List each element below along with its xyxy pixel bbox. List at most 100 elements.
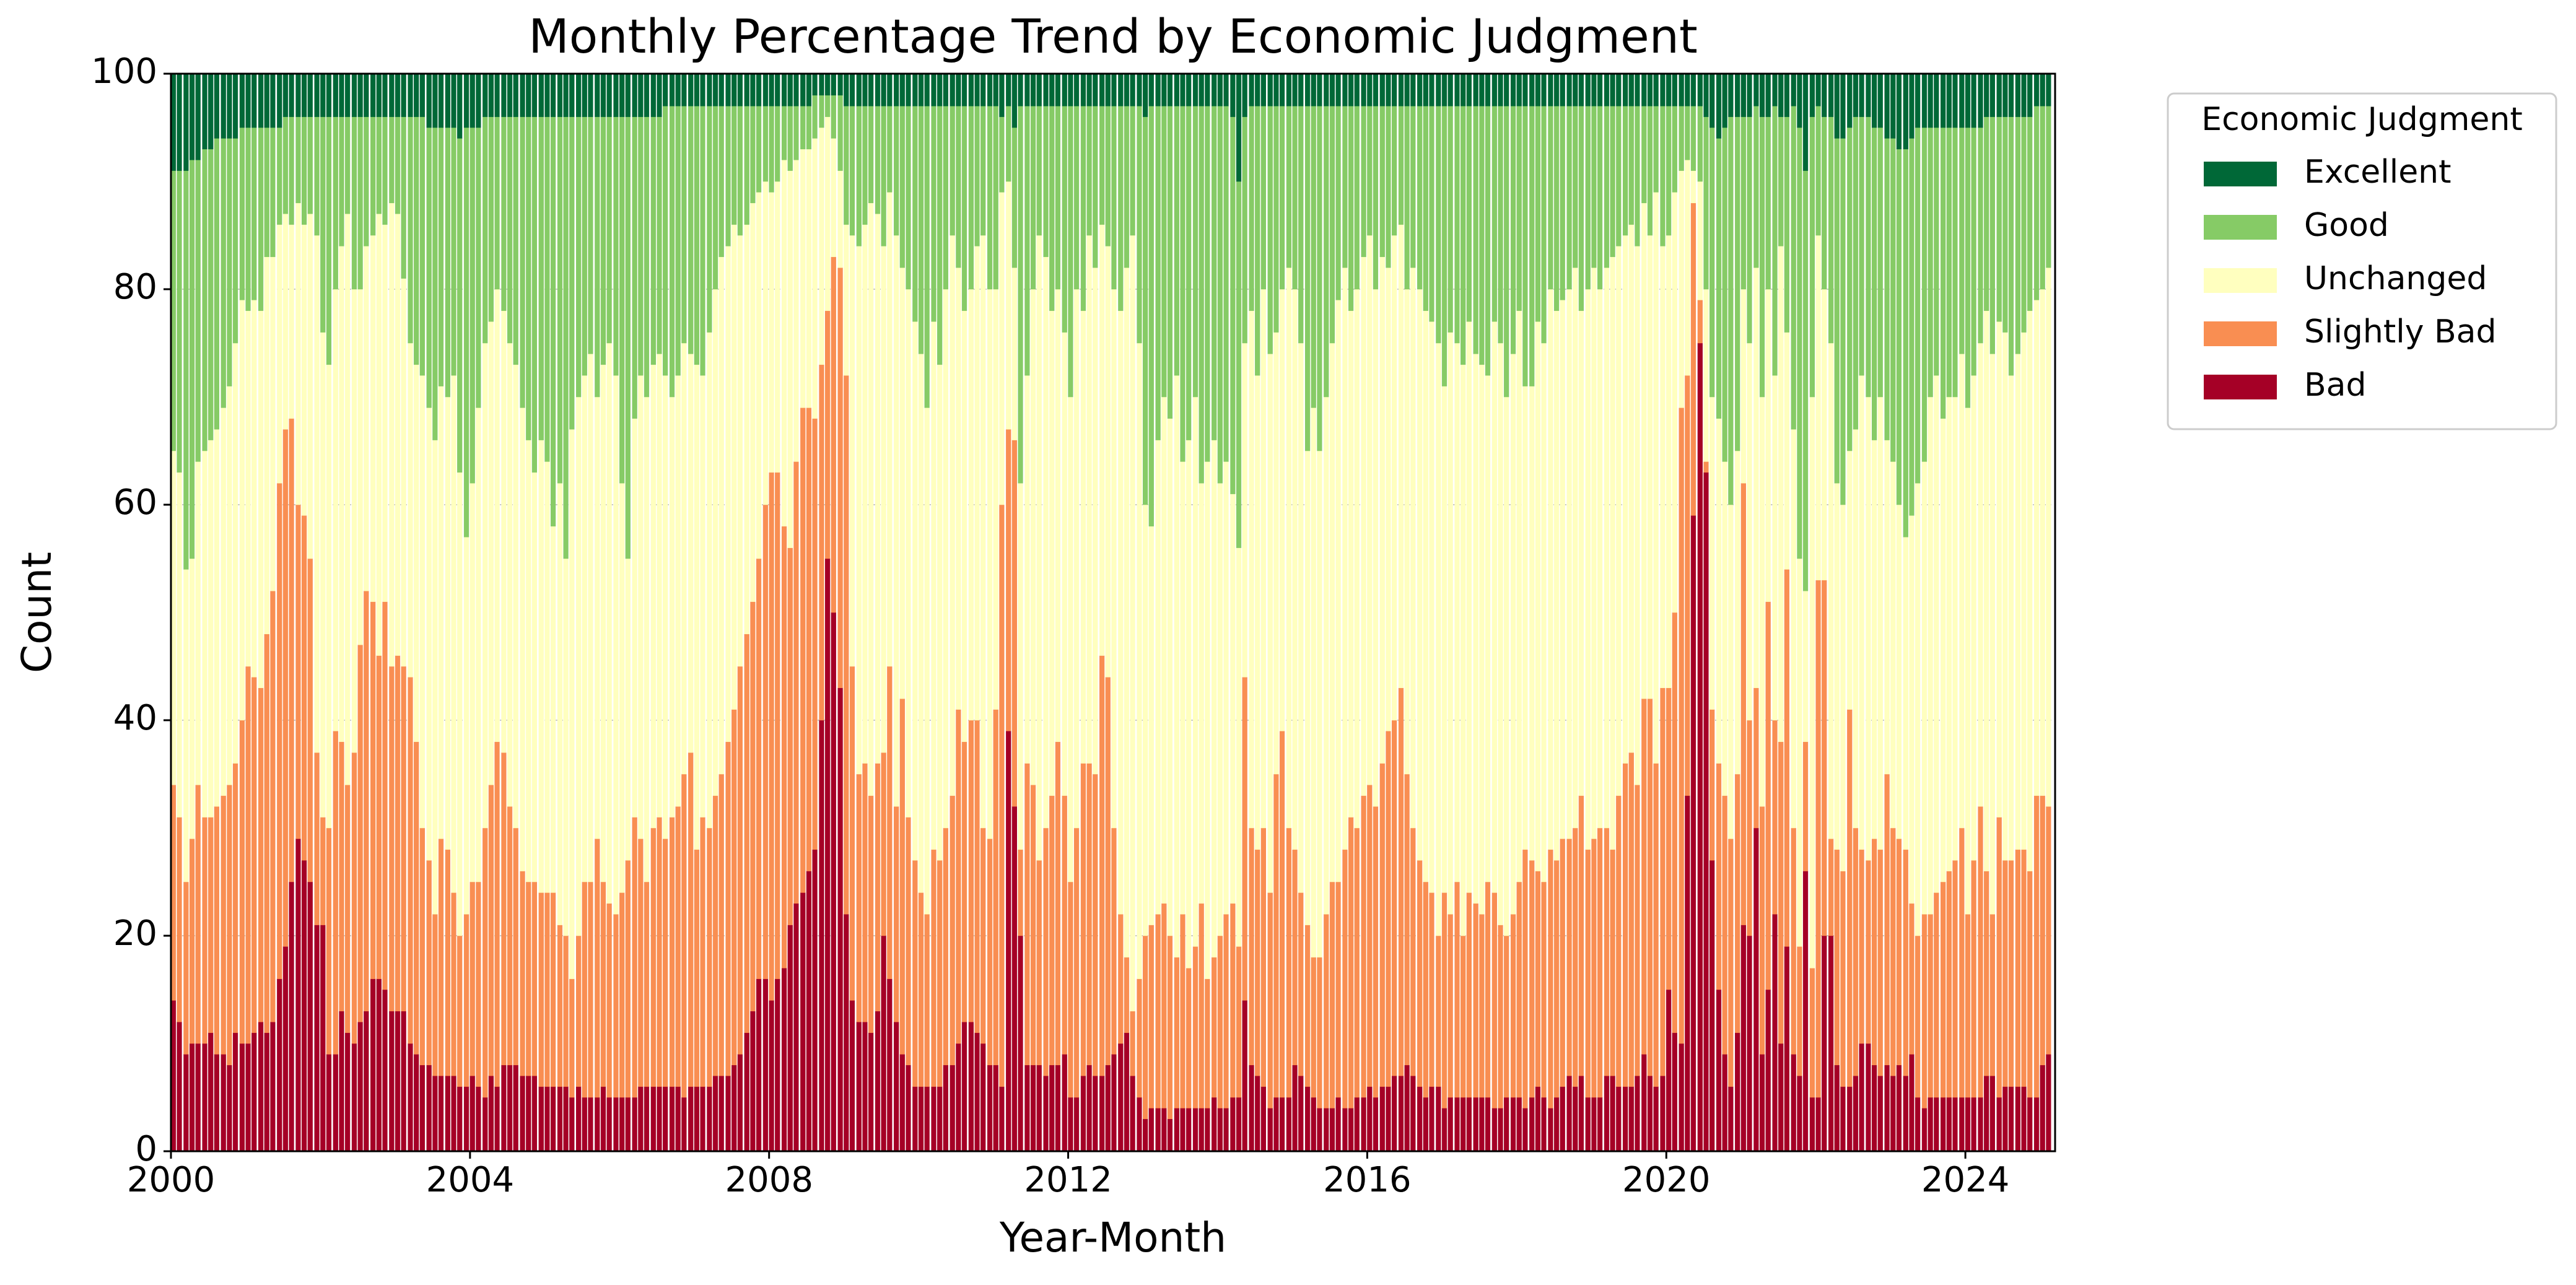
bar-segment: [239, 1043, 245, 1152]
bar-segment: [531, 881, 538, 1076]
bar-segment: [376, 213, 382, 656]
bar-segment: [707, 105, 712, 333]
bar-segment: [1491, 892, 1497, 1109]
bar-segment: [1516, 73, 1522, 107]
bar-segment: [482, 827, 488, 1098]
bar-segment: [1361, 73, 1366, 107]
bar-segment: [1073, 289, 1080, 829]
bar-segment: [364, 590, 369, 1012]
bar-segment: [1080, 1075, 1086, 1152]
bar-segment: [1498, 925, 1503, 1109]
bar-segment: [1354, 827, 1360, 1098]
bar-segment: [1379, 1086, 1385, 1152]
bar-segment: [793, 461, 799, 904]
bar-segment: [1030, 289, 1036, 785]
bar-segment: [1834, 482, 1840, 850]
bar-segment: [370, 116, 376, 236]
bar-segment: [1404, 1065, 1410, 1152]
bar-segment: [1553, 310, 1560, 861]
bar-segment: [314, 116, 320, 236]
bar-segment: [1791, 827, 1796, 1055]
bar-segment: [1928, 396, 1933, 915]
bar-segment: [333, 116, 338, 290]
bar-segment: [831, 138, 836, 258]
bar-segment: [1111, 105, 1117, 290]
bar-segment: [1130, 1011, 1135, 1076]
bar-segment: [956, 267, 961, 710]
bar-segment: [775, 105, 780, 182]
bar-segment: [825, 558, 831, 1152]
bar-segment: [451, 892, 456, 1076]
bar-segment: [1410, 105, 1416, 268]
bar-segment: [750, 203, 756, 602]
bar-segment: [1903, 1075, 1908, 1152]
bar-segment: [1485, 881, 1491, 1098]
bar-segment: [681, 105, 687, 344]
bar-segment: [1628, 224, 1634, 753]
bar-segment: [1952, 127, 1958, 398]
bar-segment: [756, 978, 762, 1152]
bar-segment: [1367, 105, 1373, 236]
bar-segment: [1522, 105, 1528, 386]
bar-segment: [295, 116, 301, 204]
bar-segment: [1354, 105, 1360, 290]
bar-segment: [2040, 795, 2045, 1066]
bar-segment: [1155, 440, 1161, 915]
bar-segment: [1124, 105, 1130, 268]
bar-segment: [1653, 105, 1659, 193]
bar-segment: [1890, 1075, 1896, 1152]
bar-segment: [1815, 580, 1821, 1098]
bar-segment: [894, 235, 899, 807]
bar-segment: [762, 105, 769, 182]
bar-segment: [968, 105, 974, 290]
bar-segment: [1491, 73, 1497, 107]
bar-segment: [2008, 73, 2014, 117]
bar-segment: [1853, 73, 1859, 117]
bar-segment: [401, 666, 406, 1012]
bar-segment: [1840, 504, 1846, 871]
bar-segment: [675, 806, 681, 1087]
bar-segment: [1791, 105, 1796, 430]
bar-segment: [1604, 1075, 1610, 1152]
bar-segment: [1080, 763, 1086, 1076]
bar-segment: [600, 116, 606, 365]
bar-segment: [849, 1000, 855, 1152]
bar-segment: [1946, 871, 1952, 1098]
bar-segment: [1324, 396, 1329, 915]
bar-segment: [2040, 73, 2045, 107]
bar-segment: [619, 482, 625, 893]
bar-segment: [1679, 407, 1684, 1044]
bar-segment: [370, 235, 376, 602]
bar-segment: [625, 1097, 631, 1152]
bar-segment: [950, 235, 955, 796]
bar-segment: [1778, 741, 1784, 1044]
bar-segment: [837, 170, 843, 268]
bar-segment: [725, 1075, 731, 1152]
bar-segment: [1802, 73, 1809, 171]
bar-segment: [1018, 849, 1023, 936]
bar-segment: [239, 73, 245, 128]
bar-segment: [1623, 1086, 1628, 1152]
bar-segment: [875, 105, 881, 214]
bar-segment: [1410, 73, 1416, 107]
bar-segment: [326, 364, 332, 829]
bar-segment: [1217, 482, 1223, 936]
bar-segment: [1896, 839, 1902, 1066]
bar-segment: [1647, 105, 1653, 236]
bar-segment: [1541, 342, 1547, 882]
bar-segment: [718, 73, 724, 107]
bar-segment: [177, 73, 182, 171]
bar-segment: [457, 1086, 463, 1152]
bar-segment: [1186, 1108, 1192, 1152]
bar-segment: [1522, 1108, 1528, 1152]
bar-segment: [737, 666, 743, 1055]
bar-segment: [1379, 73, 1385, 107]
bar-segment: [1118, 310, 1124, 915]
bar-segment: [912, 73, 918, 107]
bar-segment: [1866, 73, 1871, 117]
bar-segment: [644, 396, 650, 882]
bar-segment: [1498, 342, 1503, 925]
bar-segment: [1223, 105, 1229, 462]
bar-segment: [1311, 73, 1316, 107]
bar-segment: [1055, 289, 1061, 743]
